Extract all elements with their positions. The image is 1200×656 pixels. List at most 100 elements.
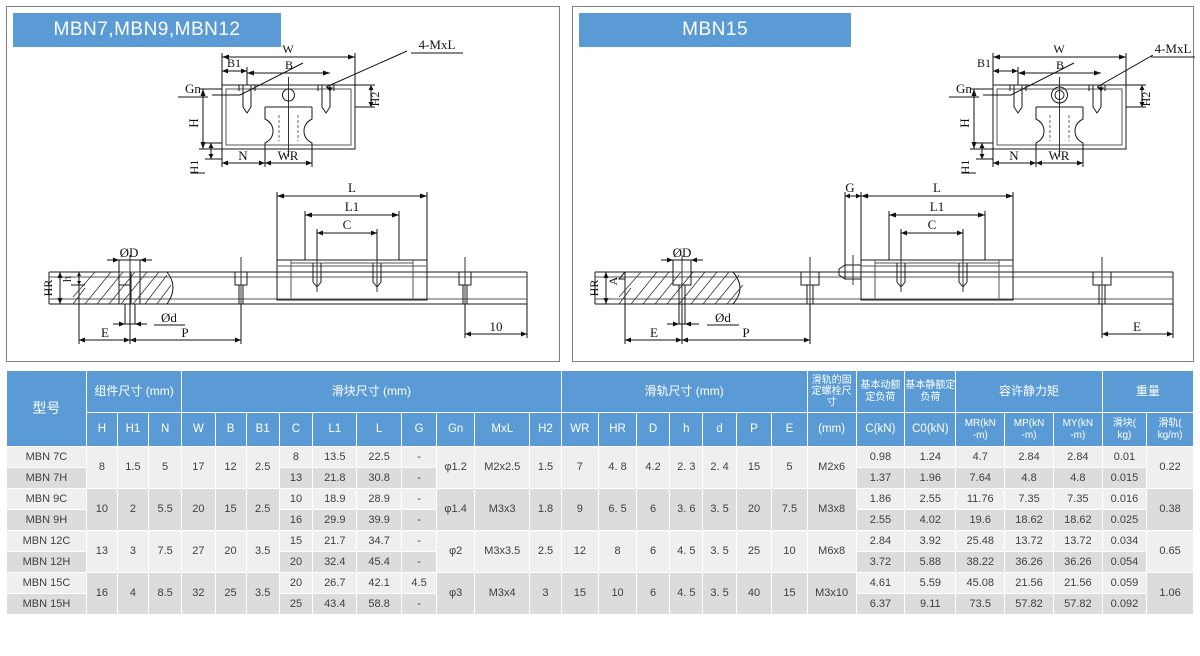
th-MY: MY(kN -m): [1052, 412, 1103, 447]
cell-MY: 21.56: [1052, 572, 1103, 594]
cell-MY: 57.82: [1052, 593, 1103, 615]
label-W: W: [1053, 42, 1065, 56]
cell-H1: 4: [116, 572, 149, 615]
cell-MxL: M3x3.5: [473, 530, 531, 573]
cell-H2: 3: [529, 572, 562, 615]
cell-Cd: 0.98: [855, 446, 906, 468]
cell-Cd: 6.37: [855, 593, 906, 615]
cell-C: 15: [278, 530, 314, 552]
cell-C: 20: [278, 551, 314, 573]
cell-Cd: 3.72: [855, 551, 906, 573]
label-E: E: [101, 325, 109, 340]
cell-HR: 8: [598, 530, 637, 573]
cell-G: -: [400, 509, 438, 531]
cell-model: MBN 7C: [6, 446, 87, 468]
label-H2: H2: [1139, 92, 1153, 107]
table-row: MBN 9H 16 29.9 39.9-2.55 4.02 19.6 18.62 18.62 0…: [6, 509, 1194, 531]
header-row-groups: 型号 组件尺寸 (mm) 滑块尺寸 (mm) 滑轨尺寸 (mm) 滑轨的固定螺栓…: [6, 370, 1195, 447]
label-G: G: [845, 180, 854, 195]
cell-L1: 43.4: [312, 593, 358, 615]
th-group-stat: 基本静额定负荷: [904, 370, 957, 413]
cell-B: 15: [214, 488, 247, 531]
table-row: MBN 15H 25 43.4 58.8-6.37 9.11 73.5 57.82 57.82…: [6, 593, 1194, 615]
cell-L: 30.8: [356, 467, 402, 489]
cell-d: 3. 5: [702, 530, 737, 573]
cell-P: 20: [735, 488, 773, 531]
th-group-bolt: 滑轨的固定螺栓尺寸: [806, 370, 857, 413]
cell-G: 4.5: [400, 572, 438, 594]
cross-section-right: W B1 B Gn 4-MxL: [949, 41, 1196, 174]
label-B: B: [1056, 58, 1064, 72]
cell-d: 3. 5: [702, 488, 737, 531]
cell-L1: 29.9: [312, 509, 358, 531]
cell-Gn: φ1.2: [436, 446, 475, 489]
cell-WR: 9: [560, 488, 600, 531]
cell-MxL: M3x3: [473, 488, 531, 531]
th-C0-kN: C0(kN): [904, 412, 957, 447]
cell-MxL: M2x2.5: [473, 446, 531, 489]
th-W: W: [181, 412, 216, 447]
cell-D: 6: [635, 488, 671, 531]
cell-MP: 2.84: [1004, 446, 1054, 468]
cell-bw: 0.016: [1101, 488, 1148, 510]
label-Od: Ød: [715, 310, 731, 325]
table-row: MBN 12C 13 3 7.5 27 20 3.5 15 21.7 34.7- φ2 M3x3.5 2…: [6, 530, 1194, 573]
th-MP-l2: -m): [1021, 429, 1037, 441]
label-Gn: Gn: [956, 81, 972, 96]
cell-G: -: [400, 446, 438, 468]
cell-MY: 2.84: [1052, 446, 1103, 468]
th-HR: HR: [598, 412, 637, 447]
drawing-right: W B1 B Gn 4-MxL: [573, 7, 1196, 361]
cell-HR: 10: [598, 572, 637, 615]
cell-HR: 6. 5: [598, 488, 637, 531]
th-rail-weight: 滑轨(kg/m): [1146, 412, 1194, 447]
th-C-kN: C(kN): [855, 412, 906, 447]
th-B1: B1: [245, 412, 280, 447]
th-MR-l1: MR(kN: [964, 418, 996, 430]
cell-MR: 38.22: [955, 551, 1006, 573]
th-group-moment: 容许静力矩: [955, 370, 1103, 413]
cell-bw: 0.01: [1101, 446, 1148, 468]
th-H1: H1: [116, 412, 149, 447]
cell-C0: 1.24: [904, 446, 957, 468]
th-H2: H2: [529, 412, 562, 447]
panel-mbn15: MBN15: [572, 6, 1196, 362]
cell-d: 2. 4: [702, 446, 737, 489]
label-WR: WR: [1049, 148, 1070, 163]
label-C: C: [343, 217, 352, 232]
label-4MxL: 4-MxL: [1155, 41, 1192, 56]
label-B1: B1: [227, 56, 241, 70]
cell-h: 3. 6: [669, 488, 704, 531]
cell-W: 20: [181, 488, 216, 531]
th-group-dyn: 基本动额定负荷: [855, 370, 906, 413]
th-MY-l1: MY(kN: [1062, 418, 1094, 430]
cell-h: 4. 5: [669, 572, 704, 615]
th-L1: L1: [312, 412, 358, 447]
label-B1: B1: [977, 56, 991, 70]
th-MY-l2: -m): [1070, 429, 1086, 441]
th-MR-l2: -m): [972, 429, 988, 441]
cell-G: -: [400, 551, 438, 573]
cell-C0: 1.96: [904, 467, 957, 489]
cell-L: 28.9: [356, 488, 402, 510]
cell-D: 6: [635, 572, 671, 615]
cell-bolt: M6x8: [806, 530, 857, 573]
label-4MxL: 4-MxL: [419, 37, 456, 52]
table-head: 型号 组件尺寸 (mm) 滑块尺寸 (mm) 滑轨尺寸 (mm) 滑轨的固定螺栓…: [6, 370, 1195, 447]
table-body: MBN 7C 8 1.5 5 17 12 2.5 8 13.5 22.5- φ1.2 M2x2.5 1.…: [6, 446, 1194, 615]
cell-model: MBN 7H: [6, 467, 87, 489]
th-model: 型号: [6, 370, 87, 447]
cell-H2: 1.5: [529, 446, 562, 489]
th-B: B: [214, 412, 247, 447]
table-row: MBN 12H 20 32.4 45.4-3.72 5.88 38.22 36.26 36.2…: [6, 551, 1194, 573]
cell-C: 10: [278, 488, 314, 510]
label-HR: HR: [41, 280, 55, 297]
th-E: E: [771, 412, 808, 447]
cell-P: 15: [735, 446, 773, 489]
cell-bw: 0.015: [1101, 467, 1148, 489]
cell-L: 58.8: [356, 593, 402, 615]
cell-B: 25: [214, 572, 247, 615]
cell-B1: 3.5: [245, 572, 280, 615]
th-d: d: [702, 412, 737, 447]
